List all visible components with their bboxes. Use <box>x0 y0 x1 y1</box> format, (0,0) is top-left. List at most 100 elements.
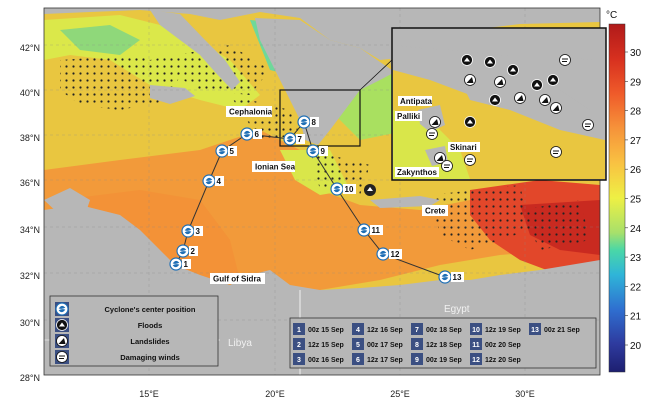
flood-icon <box>461 54 473 66</box>
time-number: 4 <box>356 327 360 334</box>
track-point-1: 1 <box>169 257 191 271</box>
legend-label: Floods <box>138 321 163 330</box>
time-number-cell <box>411 323 423 335</box>
cyclone-icon <box>297 115 311 129</box>
time-number: 13 <box>531 327 539 334</box>
time-label: 00z 18 Sep <box>426 327 462 334</box>
time-number-cell <box>293 338 305 350</box>
track-label: 13 <box>453 273 462 282</box>
wind-icon <box>550 146 562 158</box>
track-label-box <box>215 176 224 186</box>
latitude-labels: 42°N 40°N 38°N 36°N 34°N 32°N 30°N 28°N <box>20 43 40 383</box>
time-number: 12 <box>472 357 480 364</box>
track-point-7: 7 <box>283 132 305 146</box>
track-label: 5 <box>230 147 235 156</box>
legend-label: Cyclone's center position <box>105 305 196 314</box>
track-point-8: 8 <box>297 115 319 129</box>
track-label-box <box>253 129 262 139</box>
dot-area-6 <box>520 200 590 250</box>
time-entry-2: 2 12z 15 Sep <box>293 338 344 350</box>
time-number: 7 <box>415 327 419 334</box>
track-point-2: 2 <box>176 244 198 258</box>
time-number-cell <box>470 353 482 365</box>
cyclone-icon <box>438 270 452 284</box>
flood-icon <box>531 79 543 91</box>
legend-box <box>49 295 219 367</box>
colorbar-tick-label: 20 <box>630 341 642 352</box>
label-box-ionian <box>252 161 295 172</box>
time-label: 00z 21 Sep <box>544 327 580 334</box>
wind-icon <box>559 54 571 66</box>
lon-label: 25°E <box>390 389 410 399</box>
colorbar-unit: °C <box>606 10 617 21</box>
track-label-box <box>310 117 319 127</box>
time-label: 00z 19 Sep <box>426 357 462 364</box>
inset-label-antipata: Antipata <box>400 97 433 106</box>
track-label: 7 <box>298 135 303 144</box>
time-number: 11 <box>472 342 480 349</box>
track-point-4: 4 <box>202 174 224 188</box>
track-label: 1 <box>184 260 189 269</box>
colorbar-tick-label: 30 <box>630 48 642 59</box>
time-number-cell <box>529 323 541 335</box>
inset-label-skinari: Skinari <box>450 143 477 152</box>
flood-icon <box>464 116 476 128</box>
time-label: 12z 16 Sep <box>367 327 403 334</box>
cyclone-icon <box>376 247 390 261</box>
colorbar-tick-label: 24 <box>630 224 642 235</box>
land-greece <box>255 18 395 145</box>
colorbar-tick-label: 21 <box>630 312 642 323</box>
flood-icon <box>547 74 559 86</box>
sst-cooler-zone <box>60 25 140 55</box>
landslide-icon <box>434 152 446 164</box>
track-point-5: 5 <box>215 144 237 158</box>
time-number: 10 <box>472 327 480 334</box>
track-label-box <box>182 259 191 269</box>
legend-panel: Cyclone's center position Floods Landslide… <box>49 295 219 367</box>
track-point-12: 12 <box>376 247 402 261</box>
landslide-icon <box>550 102 562 114</box>
time-table-cells: 1 00z 15 Sep 2 12z 15 Sep 3 00z 16 Sep 4 12z 16… <box>293 323 580 365</box>
legend-label: Landslides <box>130 337 169 346</box>
track-label-box <box>228 146 237 156</box>
track-label-box <box>370 225 383 235</box>
lon-label: 20°E <box>265 389 285 399</box>
track-point-10: 10 <box>330 182 356 196</box>
colorbar-ticks: 30 29 28 27 26 25 24 23 22 21 20 <box>625 48 642 352</box>
time-number: 2 <box>297 342 301 349</box>
label-egypt: Egypt <box>444 304 470 315</box>
legend-item: Cyclone's center position <box>55 302 196 316</box>
label-cephalonia: Cephalonia <box>229 108 273 117</box>
lat-label: 40°N <box>20 88 40 98</box>
colorbar-ramp <box>608 23 626 373</box>
track-point-9: 9 <box>306 144 328 158</box>
zoom-connector <box>359 59 393 91</box>
legend-label: Damaging winds <box>120 353 180 362</box>
track-label: 11 <box>372 226 381 235</box>
wind-icon <box>426 128 438 140</box>
track-label-box <box>389 249 402 259</box>
time-label: 00z 16 Sep <box>308 357 344 364</box>
dot-area-2 <box>150 45 270 95</box>
wind-icon <box>56 351 68 363</box>
label-gulf-of-sidra: Gulf of Sidra <box>213 275 262 284</box>
dot-area-4 <box>310 150 370 195</box>
landslide-icon <box>514 92 526 104</box>
label-box-sidra <box>210 273 265 284</box>
time-entry-4: 4 12z 16 Sep <box>352 323 403 335</box>
flood-icon <box>56 319 68 331</box>
time-number: 6 <box>356 357 360 364</box>
cyclone-icon <box>169 257 183 271</box>
track-label: 3 <box>196 227 201 236</box>
landslide-icon <box>429 116 441 128</box>
cyclone-icon <box>55 302 69 316</box>
cyclone-icon <box>202 174 216 188</box>
lat-label: 34°N <box>20 225 40 235</box>
time-label: 12z 20 Sep <box>485 357 521 364</box>
colorbar-tick-label: 23 <box>630 253 642 264</box>
lat-label: 32°N <box>20 271 40 281</box>
land-europe-north <box>44 8 600 60</box>
track-point-3: 3 <box>181 224 203 238</box>
